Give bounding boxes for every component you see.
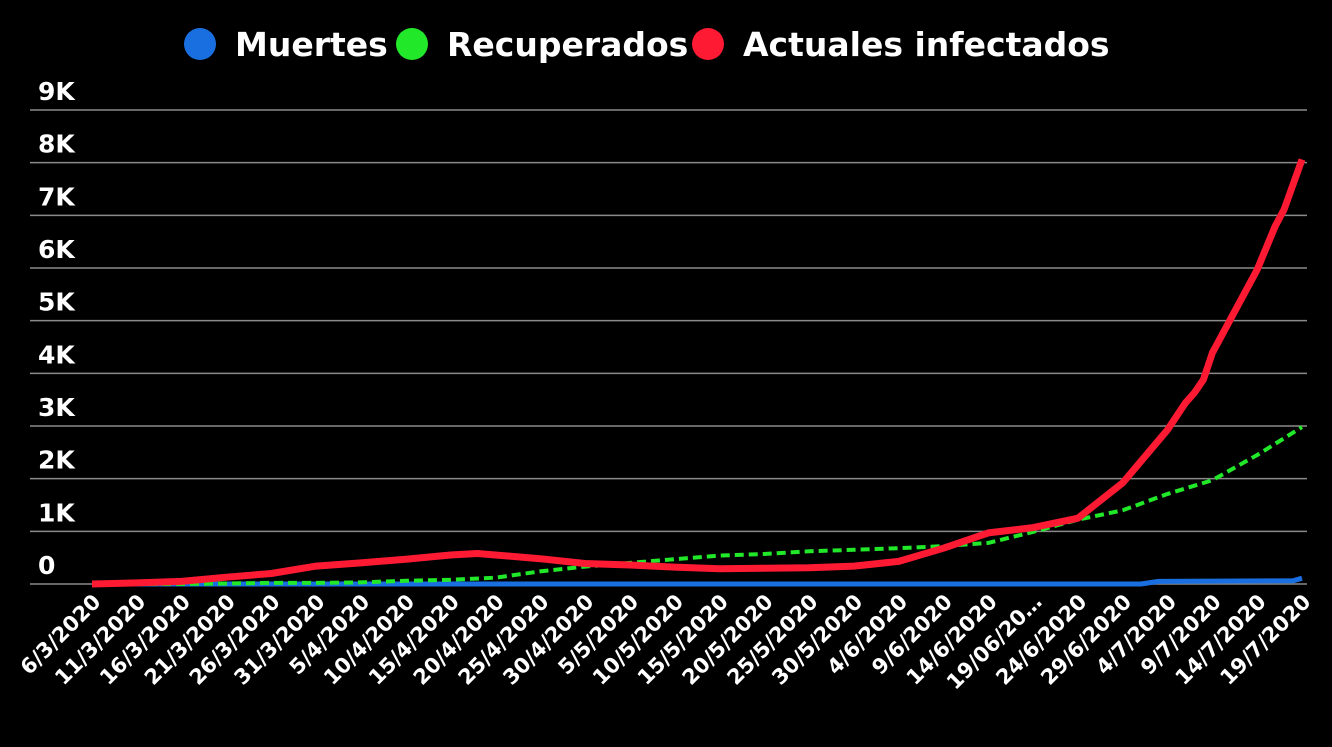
legend-marker-icon [184, 28, 216, 60]
legend-item[interactable]: Actuales infectados [692, 25, 1110, 64]
x-axis-tick-labels: 6/3/202011/3/202016/3/202021/3/202026/3/… [16, 590, 1316, 695]
y-tick-label: 5K [38, 288, 76, 317]
y-tick-label: 6K [38, 235, 76, 264]
y-tick-label: 2K [38, 446, 76, 475]
grid-lines [30, 109, 1307, 585]
legend-item[interactable]: Muertes [184, 25, 388, 64]
series-line-actuales-infectados [91, 158, 1306, 588]
y-tick-label: 3K [38, 393, 76, 422]
legend-label: Actuales infectados [743, 25, 1110, 64]
y-tick-label: 0 [38, 551, 55, 580]
y-tick-label: 1K [38, 498, 76, 527]
y-axis-tick-labels: 0 1K 2K 3K 4K 5K 6K 7K 8K 9K [38, 77, 76, 580]
y-tick-label: 8K [38, 130, 76, 159]
y-tick-label: 7K [38, 182, 76, 211]
legend-marker-icon [692, 28, 724, 60]
legend-label: Recuperados [447, 25, 688, 64]
legend-marker-icon [396, 28, 428, 60]
series-lines [91, 158, 1306, 588]
legend: Muertes Recuperados Actuales infectados [184, 25, 1110, 64]
legend-label: Muertes [235, 25, 388, 64]
y-tick-label: 4K [38, 340, 76, 369]
series-line-recuperados [92, 425, 1304, 586]
series-line-muertes [92, 575, 1303, 587]
legend-item[interactable]: Recuperados [396, 25, 688, 64]
y-tick-label: 9K [38, 77, 76, 106]
